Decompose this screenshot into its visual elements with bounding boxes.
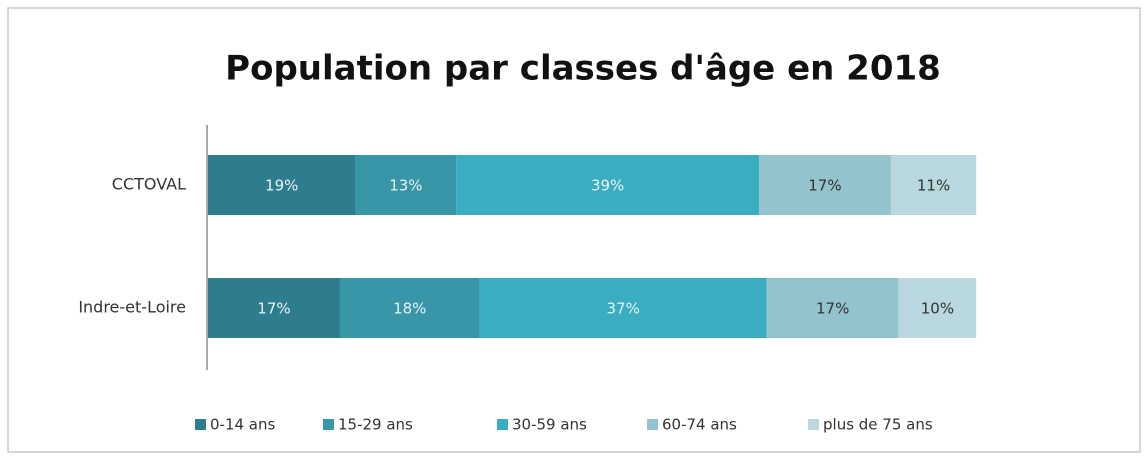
legend-label: 15-29 ans [338,416,413,434]
legend-label: 0-14 ans [210,416,276,434]
value-label: 39% [591,177,624,195]
bar-segment [479,278,767,338]
value-label: 17% [816,300,849,318]
category-label: Indre-et-Loire [78,298,186,317]
bar-segment [890,155,977,215]
legend-swatch [808,419,819,430]
value-label: 18% [393,300,426,318]
value-label: 10% [921,300,954,318]
bar-segment [208,155,356,215]
value-label: 37% [606,300,639,318]
value-label: 11% [917,177,950,195]
legend-swatch [323,419,334,430]
legend-label: 60-74 ans [662,416,737,434]
legend-swatch [647,419,658,430]
legend-label: plus de 75 ans [823,416,933,434]
bar-segment [456,155,759,215]
value-label: 13% [389,177,422,195]
category-label: CCTOVAL [112,175,186,194]
value-label: 17% [257,300,290,318]
bar-segment [766,278,899,338]
bar-segment [208,278,340,338]
legend-swatch [497,419,508,430]
legend-swatch [195,419,206,430]
bar-segment [758,155,891,215]
bar-segment [898,278,977,338]
value-label: 19% [265,177,298,195]
bar-segment [355,155,457,215]
chart-frame [7,7,1141,453]
bar-segment [339,278,480,338]
legend-label: 30-59 ans [512,416,587,434]
chart-title: Population par classes d'âge en 2018 [225,49,941,89]
value-label: 17% [808,177,841,195]
